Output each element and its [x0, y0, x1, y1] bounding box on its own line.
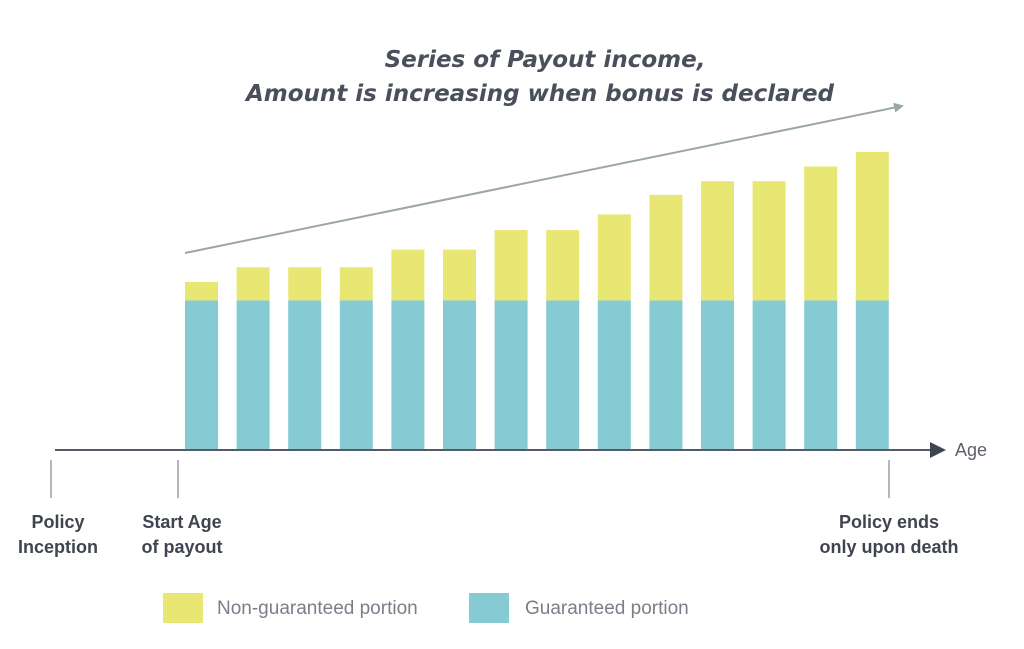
bars-group: [185, 151, 889, 449]
bar-guaranteed-4: [339, 300, 373, 449]
bar-non-guaranteed-1: [185, 281, 218, 301]
chart-title-line-1: Series of Payout income,: [385, 47, 706, 73]
bar-guaranteed-3: [288, 300, 322, 449]
bar-guaranteed-14: [855, 300, 889, 449]
bar-non-guaranteed-12: [752, 181, 786, 301]
chart-title-line-2: Amount is increasing when bonus is decla…: [244, 81, 835, 107]
bar-non-guaranteed-9: [597, 214, 631, 301]
bar-guaranteed-2: [236, 300, 270, 449]
bar-non-guaranteed-7: [494, 230, 528, 301]
bar-guaranteed-10: [649, 300, 683, 449]
bar-non-guaranteed-4: [339, 267, 373, 301]
bar-non-guaranteed-3: [288, 267, 322, 301]
bar-non-guaranteed-2: [236, 267, 270, 301]
bar-non-guaranteed-13: [804, 166, 838, 301]
marker-policy-ends-line-2: only upon death: [820, 537, 959, 557]
bar-non-guaranteed-10: [649, 194, 683, 301]
trend-arrow: [184, 102, 904, 254]
bar-non-guaranteed-6: [443, 249, 476, 301]
bar-non-guaranteed-5: [391, 249, 425, 301]
bar-guaranteed-12: [752, 300, 786, 449]
legend-label-non-guaranteed: Non-guaranteed portion: [217, 598, 418, 619]
bar-guaranteed-8: [546, 300, 580, 449]
bar-guaranteed-9: [597, 300, 631, 449]
bar-guaranteed-6: [443, 300, 476, 449]
marker-start-age-line-1: Start Age: [142, 512, 221, 532]
bar-guaranteed-5: [391, 300, 425, 449]
marker-policy-inception-line-1: Policy: [31, 512, 84, 532]
legend-swatch-non-guaranteed: [163, 593, 203, 623]
bar-guaranteed-11: [701, 300, 734, 449]
marker-start-age-line-2: of payout: [142, 537, 223, 557]
x-axis-label: Age: [955, 440, 987, 460]
bar-non-guaranteed-14: [855, 151, 889, 301]
bar-guaranteed-13: [804, 300, 838, 449]
legend-label-guaranteed: Guaranteed portion: [525, 598, 689, 619]
bar-guaranteed-1: [185, 300, 218, 449]
marker-policy-inception-line-2: Inception: [18, 537, 98, 557]
legend-swatch-guaranteed: [469, 593, 509, 623]
bar-non-guaranteed-8: [546, 230, 580, 301]
bar-guaranteed-7: [494, 300, 528, 449]
bar-non-guaranteed-11: [701, 181, 734, 301]
x-axis-arrowhead: [930, 442, 946, 458]
marker-policy-ends-line-1: Policy ends: [839, 512, 939, 532]
